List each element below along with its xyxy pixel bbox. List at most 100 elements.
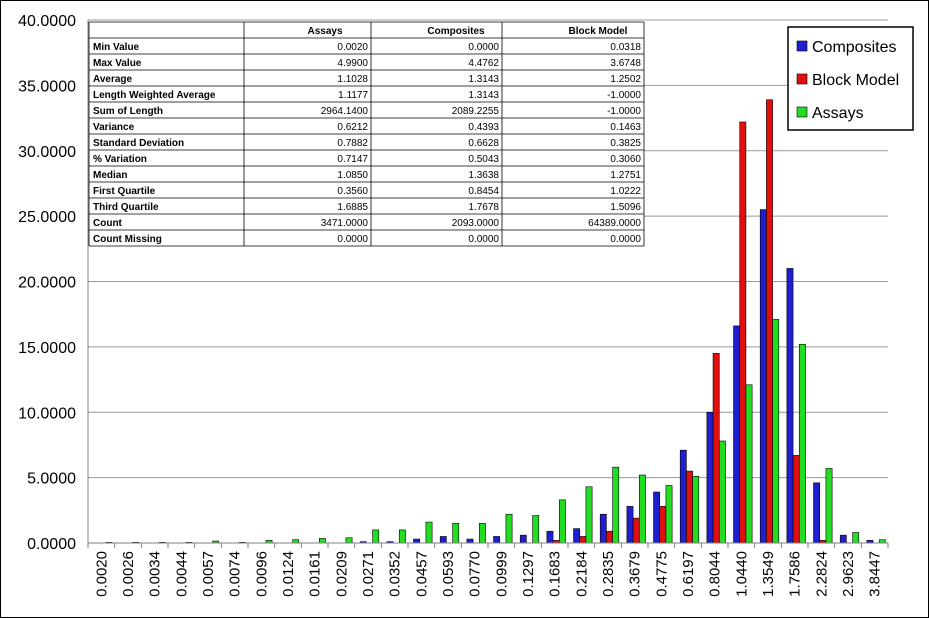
table-cell: 0.8454 — [468, 186, 499, 197]
bar-block-model — [632, 517, 640, 544]
bar-composites — [519, 534, 527, 544]
bar-composites — [546, 530, 554, 544]
bar-assays — [345, 537, 353, 544]
table-cell: 0.3060 — [610, 154, 641, 165]
bar-assays — [505, 513, 513, 544]
bar-composites — [733, 325, 741, 544]
table-cell: 0.6212 — [337, 122, 368, 133]
table-cell: 64389.0000 — [588, 218, 641, 229]
x-tick-label: 0.0057 — [200, 551, 217, 597]
bars — [105, 99, 886, 544]
table-cell: 0.7147 — [337, 154, 368, 165]
table-header: Block Model — [569, 26, 628, 37]
bar-assays — [825, 468, 833, 544]
bar-assays — [665, 485, 673, 544]
table-cell: 1.1177 — [338, 90, 368, 101]
table-cell: -1.0000 — [607, 106, 641, 117]
y-tick-label: 5.0000 — [27, 471, 76, 488]
table-cell: 4.9900 — [337, 58, 368, 69]
x-tick-label: 3.8447 — [867, 551, 884, 597]
bar-composites — [786, 268, 794, 544]
bar-composites — [573, 528, 581, 544]
table-cell: 0.0318 — [610, 42, 641, 53]
table-header: Composites — [427, 26, 485, 37]
x-tick-label: 0.6197 — [680, 551, 697, 597]
y-axis-ticks: 0.0000 5.0000 10.0000 15.0000 20.0000 25.0000… — [18, 13, 76, 553]
table-cell: 2093.0000 — [452, 218, 500, 229]
bar-assays — [372, 529, 380, 544]
x-tick-label: 0.1683 — [547, 551, 564, 597]
x-tick-label: 0.0271 — [360, 551, 377, 597]
table-cell: 0.3825 — [610, 138, 641, 149]
table-row-label: First Quartile — [93, 186, 156, 197]
stats-table: Assays Composites Block Model Min Value 0.00… — [88, 21, 645, 247]
table-cell: 1.3143 — [468, 74, 499, 85]
x-tick-label: 0.2835 — [600, 551, 617, 597]
table-cell: 1.3638 — [468, 170, 499, 181]
bar-block-model — [792, 455, 800, 544]
table-cell: 0.0020 — [337, 42, 368, 53]
legend: Composites Block Model Assays — [787, 26, 914, 131]
table-cell: 1.3143 — [468, 90, 499, 101]
legend-box — [787, 26, 914, 131]
bar-composites — [493, 536, 501, 544]
table-cell: 1.1028 — [337, 74, 368, 85]
x-tick-label: 2.2824 — [813, 551, 830, 597]
y-tick-label: 20.0000 — [18, 275, 76, 292]
table-cell: 1.7678 — [468, 202, 499, 213]
bar-composites — [626, 506, 634, 544]
x-tick-label: 0.8044 — [707, 551, 724, 597]
x-tick-label: 0.0161 — [307, 551, 324, 597]
table-row-label: Variance — [93, 122, 135, 133]
bar-composites — [839, 534, 847, 544]
table-row-label: Sum of Length — [93, 106, 163, 117]
legend-swatch — [796, 106, 808, 118]
bar-assays — [852, 532, 860, 544]
x-tick-label: 0.2184 — [573, 551, 590, 597]
bar-assays — [478, 523, 486, 544]
legend-entry: Assays — [812, 105, 864, 122]
table-cell: 0.0000 — [468, 42, 499, 53]
bar-block-model — [606, 530, 613, 544]
table-cell: 0.1463 — [610, 122, 641, 133]
bar-composites — [706, 411, 714, 544]
y-tick-label: 0.0000 — [27, 536, 76, 553]
bar-assays — [718, 440, 726, 544]
bar-assays — [612, 466, 620, 544]
table-cell: 0.0000 — [610, 234, 641, 245]
bar-assays — [398, 529, 406, 544]
x-tick-label: 0.0074 — [227, 551, 244, 597]
bar-assays — [745, 384, 753, 544]
table-row-label: Length Weighted Average — [93, 90, 216, 101]
table-cell: 1.0850 — [337, 170, 368, 181]
x-tick-label: 0.0999 — [493, 551, 510, 597]
bar-block-model — [712, 353, 720, 544]
bar-composites — [813, 482, 821, 544]
y-tick-label: 25.0000 — [18, 209, 76, 226]
y-tick-label: 30.0000 — [18, 144, 76, 161]
table-row-label: Third Quartile — [93, 202, 159, 213]
y-tick-label: 15.0000 — [18, 340, 76, 357]
x-tick-label: 0.0020 — [93, 551, 110, 597]
legend-entry: Block Model — [812, 72, 899, 89]
table-cell: 3471.0000 — [321, 218, 369, 229]
x-tick-label: 1.0440 — [733, 551, 750, 597]
bar-block-model — [766, 99, 773, 544]
bar-composites — [466, 538, 474, 544]
bar-assays — [772, 319, 780, 544]
x-axis-ticks: 0.0020 0.0026 0.0034 0.0044 0.0057 0.0074 0.00… — [93, 551, 883, 597]
axes — [87, 20, 889, 548]
table-cell: -1.0000 — [607, 90, 641, 101]
bar-assays — [452, 523, 460, 544]
table-cell: 1.2751 — [610, 170, 641, 181]
x-tick-label: 0.0593 — [440, 551, 457, 597]
bar-composites — [413, 538, 421, 544]
table-cell: 2089.2255 — [452, 106, 500, 117]
x-tick-label: 0.0457 — [413, 551, 430, 597]
legend-swatch — [796, 40, 808, 52]
x-tick-label: 1.3549 — [760, 551, 777, 597]
bar-assays — [532, 515, 540, 544]
table-cell: 3.6748 — [610, 58, 641, 69]
bar-block-model — [659, 506, 667, 544]
